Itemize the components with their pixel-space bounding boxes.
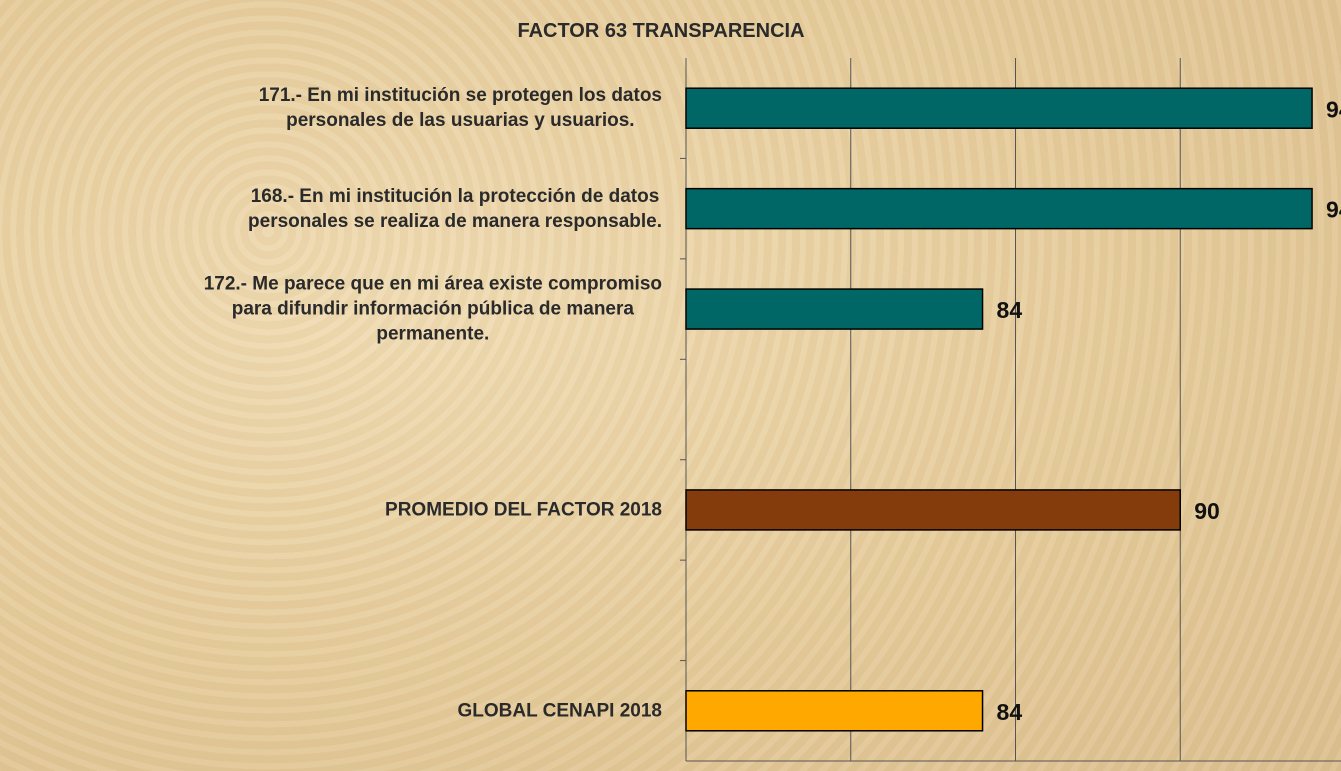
value-label: 84 [997,297,1023,323]
value-label: 94 [1326,96,1341,122]
value-label: 90 [1194,498,1220,524]
value-label: 84 [997,699,1023,725]
bar [685,87,1313,129]
value-label: 94 [1326,197,1341,223]
y-tick-label: GLOBAL CENAPI 2018 [457,700,662,722]
bar [685,489,1181,531]
y-tick-label: 168.- En mi institución la protección de… [248,185,662,232]
y-tick-label: PROMEDIO DEL FACTOR 2018 [385,499,662,521]
bar [685,690,984,732]
y-tick-label: 172.- Me parece que en mi área existe co… [203,273,662,345]
bar [685,288,984,330]
bar [685,187,1313,230]
y-tick-label: 171.- En mi institución se protegen los … [258,85,662,132]
chart-title: FACTOR 63 TRANSPARENCIA [517,20,805,42]
